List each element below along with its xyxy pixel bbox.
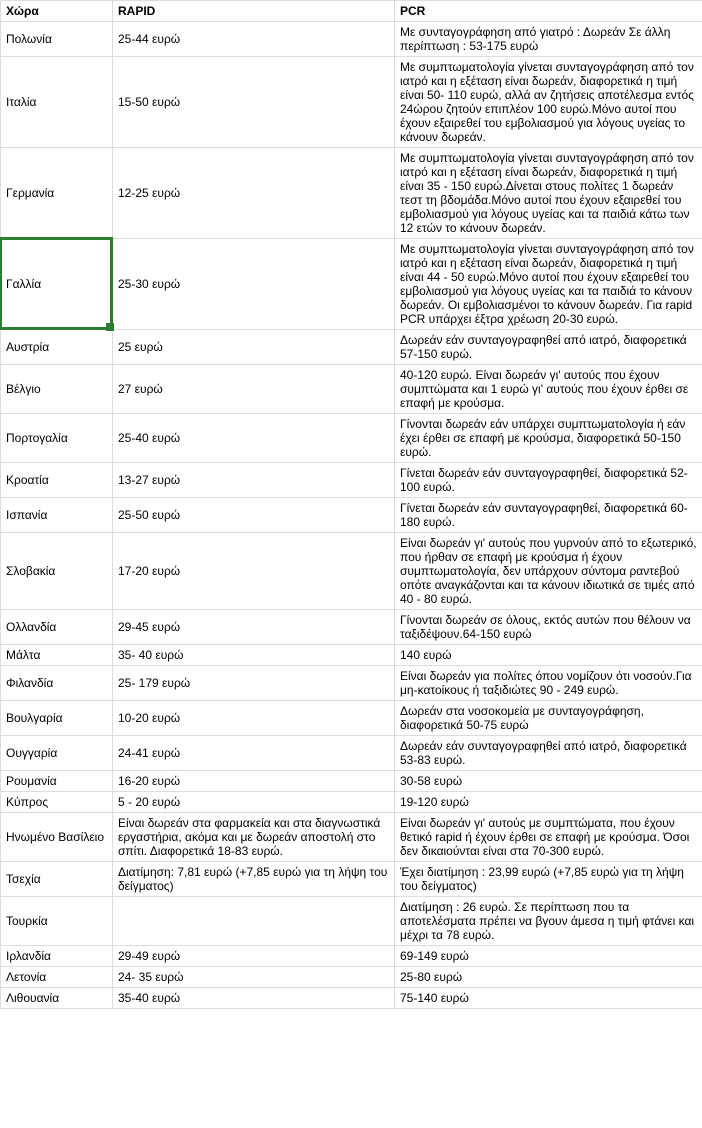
cell-country: Ρουμανία — [1, 771, 113, 792]
column-header-rapid: RAPID — [113, 1, 395, 22]
cell-country: Τσεχία — [1, 862, 113, 897]
table-row: Αυστρία25 ευρώΔωρεάν εάν συνταγογραφηθεί… — [1, 330, 702, 365]
cell-rapid: 24-41 ευρώ — [113, 736, 395, 771]
table-row: Λιθουανία35-40 ευρώ75-140 ευρώ — [1, 988, 702, 1009]
table-row: Πολωνία25-44 ευρώΜε συνταγογράφηση από γ… — [1, 22, 702, 57]
cell-rapid: 29-45 ευρώ — [113, 610, 395, 645]
cell-country: Ιταλία — [1, 57, 113, 148]
cell-country: Γερμανία — [1, 148, 113, 239]
cell-rapid: Διατίμηση: 7,81 ευρώ (+7,85 ευρώ για τη … — [113, 862, 395, 897]
cell-pcr: 40-120 ευρώ. Είναι δωρεάν γι' αυτούς που… — [395, 365, 702, 414]
cell-rapid: 12-25 ευρώ — [113, 148, 395, 239]
table-row: Ισπανία25-50 ευρώΓίνεται δωρεάν εάν συντ… — [1, 498, 702, 533]
cell-country: Βέλγιο — [1, 365, 113, 414]
table-row: Σλοβακία17-20 ευρώΕίναι δωρεάν γι' αυτού… — [1, 533, 702, 610]
cell-rapid: 24- 35 ευρώ — [113, 967, 395, 988]
table-row: ΤσεχίαΔιατίμηση: 7,81 ευρώ (+7,85 ευρώ γ… — [1, 862, 702, 897]
table-body: Πολωνία25-44 ευρώΜε συνταγογράφηση από γ… — [1, 22, 702, 1009]
cell-country: Ιρλανδία — [1, 946, 113, 967]
cell-rapid: 25-40 ευρώ — [113, 414, 395, 463]
cell-rapid: 25-30 ευρώ — [113, 239, 395, 330]
cell-rapid: 27 ευρώ — [113, 365, 395, 414]
cell-pcr: Δωρεάν στα νοσοκομεία με συνταγογράφηση,… — [395, 701, 702, 736]
cell-pcr: 69-149 ευρώ — [395, 946, 702, 967]
table-row: Κροατία13-27 ευρώΓίνεται δωρεάν εάν συντ… — [1, 463, 702, 498]
cell-country: Γαλλία — [1, 239, 113, 330]
cell-pcr: Γίνονται δωρεάν εάν υπάρχει συμπτωματολο… — [395, 414, 702, 463]
cell-rapid: 25-50 ευρώ — [113, 498, 395, 533]
cell-pcr: Έχει διατίμηση : 23,99 ευρώ (+7,85 ευρώ … — [395, 862, 702, 897]
table-row: Λετονία24- 35 ευρώ25-80 ευρώ — [1, 967, 702, 988]
table-row: Ρουμανία16-20 ευρώ30-58 ευρώ — [1, 771, 702, 792]
table-header-row: Χώρα RAPID PCR — [1, 1, 702, 22]
cell-country: Τουρκία — [1, 897, 113, 946]
cell-pcr: Γίνεται δωρεάν εάν συνταγογραφηθεί, διαφ… — [395, 463, 702, 498]
cell-pcr: 19-120 ευρώ — [395, 792, 702, 813]
cell-pcr: Διατίμηση : 26 ευρώ. Σε περίπτωση που τα… — [395, 897, 702, 946]
cell-country: Αυστρία — [1, 330, 113, 365]
cell-pcr: Με συμπτωματολογία γίνεται συνταγογράφησ… — [395, 148, 702, 239]
table-row: Φιλανδία25- 179 ευρώΕίναι δωρεάν για πολ… — [1, 666, 702, 701]
table-row: Ουγγαρία24-41 ευρώΔωρεάν εάν συνταγογραφ… — [1, 736, 702, 771]
cell-country: Φιλανδία — [1, 666, 113, 701]
cell-rapid: 13-27 ευρώ — [113, 463, 395, 498]
table-row: Κύπρος5 - 20 ευρώ19-120 ευρώ — [1, 792, 702, 813]
cell-pcr: Με συνταγογράφηση από γιατρό : Δωρεάν Σε… — [395, 22, 702, 57]
cell-pcr: 30-58 ευρώ — [395, 771, 702, 792]
cell-pcr: 25-80 ευρώ — [395, 967, 702, 988]
column-header-pcr: PCR — [395, 1, 702, 22]
table-row: Ιρλανδία29-49 ευρώ69-149 ευρώ — [1, 946, 702, 967]
column-header-country: Χώρα — [1, 1, 113, 22]
cell-country: Ισπανία — [1, 498, 113, 533]
cell-country: Σλοβακία — [1, 533, 113, 610]
cell-rapid: 15-50 ευρώ — [113, 57, 395, 148]
cell-rapid: 25- 179 ευρώ — [113, 666, 395, 701]
cell-pcr: 75-140 ευρώ — [395, 988, 702, 1009]
cell-rapid: 29-49 ευρώ — [113, 946, 395, 967]
cell-rapid: 35- 40 ευρώ — [113, 645, 395, 666]
cell-rapid: 16-20 ευρώ — [113, 771, 395, 792]
cell-pcr: Είναι δωρεάν γι' αυτούς με συμπτώματα, π… — [395, 813, 702, 862]
cell-rapid: 17-20 ευρώ — [113, 533, 395, 610]
cell-country: Λετονία — [1, 967, 113, 988]
cell-pcr: Γίνεται δωρεάν εάν συνταγογραφηθεί, διαφ… — [395, 498, 702, 533]
cell-rapid: 10-20 ευρώ — [113, 701, 395, 736]
table-row: Μάλτα35- 40 ευρώ140 ευρώ — [1, 645, 702, 666]
table-row: Βέλγιο27 ευρώ40-120 ευρώ. Είναι δωρεάν γ… — [1, 365, 702, 414]
cell-country: Λιθουανία — [1, 988, 113, 1009]
cell-rapid: 5 - 20 ευρώ — [113, 792, 395, 813]
cell-rapid: 25-44 ευρώ — [113, 22, 395, 57]
table-row: Γερμανία12-25 ευρώΜε συμπτωματολογία γίν… — [1, 148, 702, 239]
cell-pcr: Δωρεάν εάν συνταγογραφηθεί από ιατρό, δι… — [395, 330, 702, 365]
cell-country: Κροατία — [1, 463, 113, 498]
table-row: Ολλανδία29-45 ευρώΓίνονται δωρεάν σε όλο… — [1, 610, 702, 645]
table-row: Ιταλία15-50 ευρώΜε συμπτωματολογία γίνετ… — [1, 57, 702, 148]
cell-pcr: Γίνονται δωρεάν σε όλους, εκτός αυτών πο… — [395, 610, 702, 645]
price-table: Χώρα RAPID PCR Πολωνία25-44 ευρώΜε συντα… — [0, 0, 702, 1009]
cell-rapid: Είναι δωρεάν στα φαρμακεία και στα διαγν… — [113, 813, 395, 862]
cell-pcr: Δωρεάν εάν συνταγογραφηθεί από ιατρό, δι… — [395, 736, 702, 771]
cell-country: Μάλτα — [1, 645, 113, 666]
cell-rapid: 25 ευρώ — [113, 330, 395, 365]
cell-country: Κύπρος — [1, 792, 113, 813]
cell-country: Βουλγαρία — [1, 701, 113, 736]
cell-country: Ηνωμένο Βασίλειο — [1, 813, 113, 862]
cell-pcr: Με συμπτωματολογία γίνεται συνταγογράφησ… — [395, 57, 702, 148]
cell-rapid — [113, 897, 395, 946]
cell-rapid: 35-40 ευρώ — [113, 988, 395, 1009]
table-row: Τουρκία Διατίμηση : 26 ευρώ. Σε περίπτωση… — [1, 897, 702, 946]
table-row: Πορτογαλία25-40 ευρώΓίνονται δωρεάν εάν … — [1, 414, 702, 463]
cell-country: Πορτογαλία — [1, 414, 113, 463]
table-row: Βουλγαρία10-20 ευρώΔωρεάν στα νοσοκομεία… — [1, 701, 702, 736]
table-row: Ηνωμένο ΒασίλειοΕίναι δωρεάν στα φαρμακε… — [1, 813, 702, 862]
cell-country: Ολλανδία — [1, 610, 113, 645]
table-wrapper: Χώρα RAPID PCR Πολωνία25-44 ευρώΜε συντα… — [0, 0, 702, 1009]
cell-pcr: Είναι δωρεάν για πολίτες όπου νομίζουν ό… — [395, 666, 702, 701]
cell-pcr: Με συμπτωματολογία γίνεται συνταγογράφησ… — [395, 239, 702, 330]
cell-pcr: Είναι δωρεάν γι' αυτούς που γυρνούν από … — [395, 533, 702, 610]
cell-country: Πολωνία — [1, 22, 113, 57]
cell-pcr: 140 ευρώ — [395, 645, 702, 666]
table-row: Γαλλία25-30 ευρώΜε συμπτωματολογία γίνετ… — [1, 239, 702, 330]
cell-country: Ουγγαρία — [1, 736, 113, 771]
